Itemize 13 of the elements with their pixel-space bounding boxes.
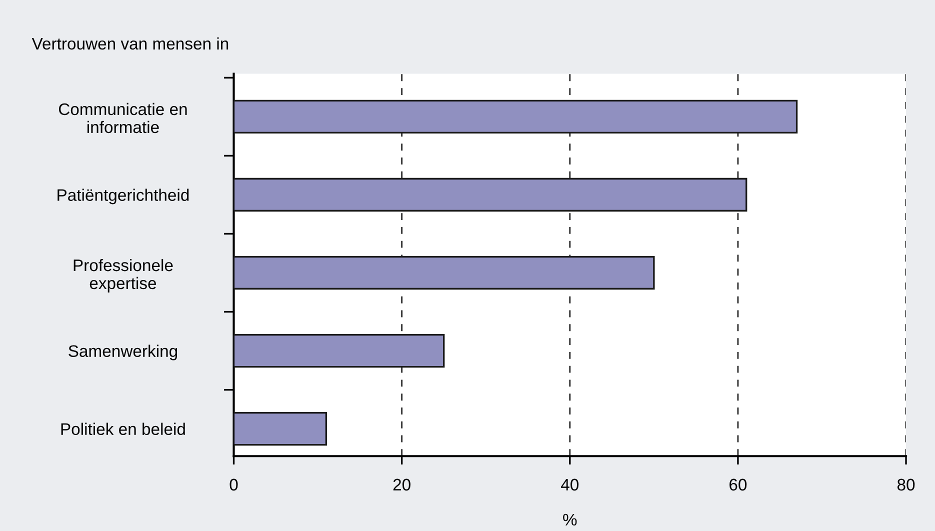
x-tick-label: 40 [560,478,578,491]
y-tick-label: Professionele expertise [74,258,173,292]
x-tick-label: 80 [897,478,915,491]
chart-title: Vertrouwen van mensen in [32,37,228,50]
y-tick-label: Patiëntgerichtheid [58,188,189,204]
x-tick-label: 20 [393,478,410,491]
y-tick-label: Samenwerking [68,344,178,360]
bar [234,412,328,446]
x-tick-label: 0 [230,478,238,491]
x-tick-label: 60 [730,478,747,491]
y-tick-label: Communicatie en informatie [58,102,187,134]
x-axis-title: % [563,514,577,526]
y-tick-label: Politiek en beleid [61,422,185,436]
